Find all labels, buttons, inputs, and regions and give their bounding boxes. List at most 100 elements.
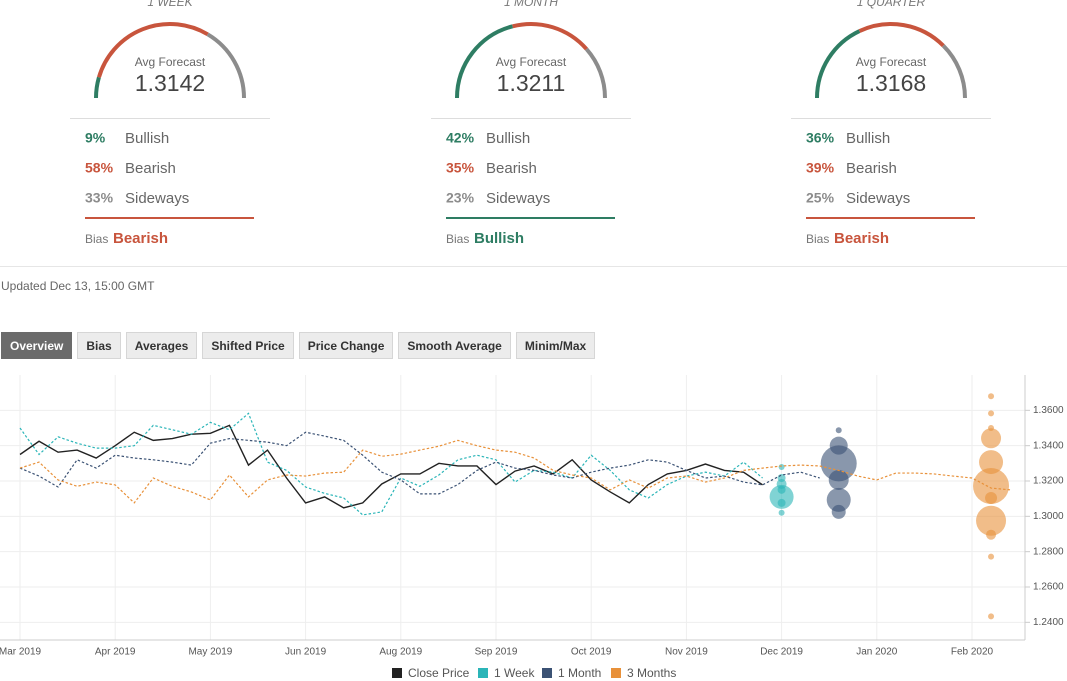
share-name: Sideways	[125, 190, 189, 207]
y-tick-label: 1.2600	[1033, 582, 1064, 593]
forecast-bubble	[979, 450, 1004, 475]
forecast-bubble	[769, 484, 794, 509]
share-percent: 36%	[806, 130, 835, 146]
share-percent: 39%	[806, 160, 835, 176]
avg-value: 1.3168	[856, 70, 926, 96]
forecast-bubble	[820, 445, 857, 482]
y-tick-label: 1.3600	[1033, 405, 1064, 416]
forecast-bubble	[835, 427, 842, 434]
forecast-bubble	[976, 505, 1007, 536]
share-name: Sideways	[846, 190, 910, 207]
tab[interactable]: Bias	[77, 332, 121, 359]
legend-label: 1 Month	[558, 666, 601, 680]
avg-value: 1.3211	[497, 70, 566, 96]
gauge-segment	[206, 32, 246, 99]
avg-label: Avg Forecast	[496, 55, 567, 69]
share-name: Bullish	[846, 130, 890, 147]
x-tick-label: Oct 2019	[571, 647, 612, 658]
share-percent: 58%	[85, 160, 114, 176]
tab[interactable]: Shifted Price	[202, 332, 294, 359]
y-tick-label: 1.3200	[1033, 476, 1064, 487]
series-line	[19, 431, 820, 495]
share-percent: 25%	[806, 190, 835, 206]
legend-swatch	[611, 668, 621, 678]
legend-label: Close Price	[408, 666, 470, 680]
tab[interactable]: Smooth Average	[398, 332, 511, 359]
y-tick-label: 1.2400	[1033, 617, 1064, 628]
avg-label: Avg Forecast	[856, 55, 927, 69]
series-line	[19, 439, 1011, 504]
x-tick-label: Jun 2019	[285, 647, 327, 658]
forecast-bubble	[988, 613, 995, 620]
share-name: Bearish	[486, 160, 537, 177]
x-tick-label: Sep 2019	[475, 647, 518, 658]
legend-label: 1 Week	[494, 666, 535, 680]
bias-value: Bearish	[113, 230, 168, 247]
share-name: Sideways	[486, 190, 550, 207]
period-title: 1 QUARTER	[857, 0, 926, 9]
share-percent: 9%	[85, 130, 106, 146]
gauge-segment	[941, 44, 967, 99]
gauge-segment	[858, 22, 945, 48]
x-tick-label: Mar 2019	[0, 647, 42, 658]
forecast-bubble	[981, 428, 1002, 449]
share-percent: 42%	[446, 130, 475, 146]
bias-value: Bullish	[474, 230, 524, 247]
gauge-segment	[815, 29, 861, 99]
x-tick-label: May 2019	[188, 647, 232, 658]
forecast-bubble	[988, 553, 995, 560]
y-tick-label: 1.3400	[1033, 440, 1064, 451]
forecast-bubble	[986, 529, 997, 540]
gauge-segment	[455, 24, 514, 99]
forecast-bubble	[988, 410, 995, 417]
avg-label: Avg Forecast	[135, 55, 206, 69]
share-name: Bearish	[846, 160, 897, 177]
legend-label: 3 Months	[627, 666, 676, 680]
y-tick-label: 1.2800	[1033, 546, 1064, 557]
legend-swatch	[478, 668, 488, 678]
share-percent: 23%	[446, 190, 475, 206]
legend-swatch	[392, 668, 402, 678]
share-percent: 33%	[85, 190, 114, 206]
forecast-bubble	[985, 491, 998, 504]
x-tick-label: Aug 2019	[379, 647, 422, 658]
forecast-bubble	[826, 487, 851, 512]
series-line	[19, 412, 763, 516]
tab[interactable]: Minim/Max	[515, 332, 596, 359]
forecast-bubble	[778, 509, 785, 516]
avg-value: 1.3142	[135, 70, 205, 96]
period-title: 1 MONTH	[504, 0, 558, 9]
bias-value: Bearish	[834, 230, 889, 247]
x-tick-label: Dec 2019	[760, 647, 803, 658]
x-tick-label: Jan 2020	[856, 647, 898, 658]
forecast-bubble	[828, 469, 849, 490]
x-tick-label: Feb 2020	[951, 647, 994, 658]
updated-note: Updated Dec 13, 15:00 GMT	[1, 279, 155, 293]
forecast-bubble	[988, 393, 995, 400]
x-tick-label: Apr 2019	[95, 647, 136, 658]
legend-swatch	[542, 668, 552, 678]
share-name: Bearish	[125, 160, 176, 177]
bias-label: Bias	[85, 232, 108, 246]
forecast-bubble	[777, 498, 786, 507]
share-percent: 35%	[446, 160, 475, 176]
bias-label: Bias	[806, 232, 829, 246]
tab-bar: Overview Bias Averages Shifted Price Price C…	[1, 332, 596, 359]
tab[interactable]: Price Change	[298, 332, 394, 359]
gauge-segment	[94, 76, 101, 99]
gauge-segment	[97, 22, 209, 78]
gauge-segment	[512, 22, 589, 51]
tab[interactable]: Overview	[1, 332, 73, 359]
bias-label: Bias	[446, 232, 469, 246]
share-name: Bullish	[125, 130, 169, 147]
gauge-segment	[584, 47, 607, 99]
period-title: 1 WEEK	[147, 0, 193, 9]
tab[interactable]: Averages	[125, 332, 198, 359]
x-tick-label: Nov 2019	[665, 647, 708, 658]
forecast-bubble	[831, 504, 846, 519]
share-name: Bullish	[486, 130, 530, 147]
y-tick-label: 1.3000	[1033, 511, 1064, 522]
forecast-bubble	[778, 464, 785, 471]
